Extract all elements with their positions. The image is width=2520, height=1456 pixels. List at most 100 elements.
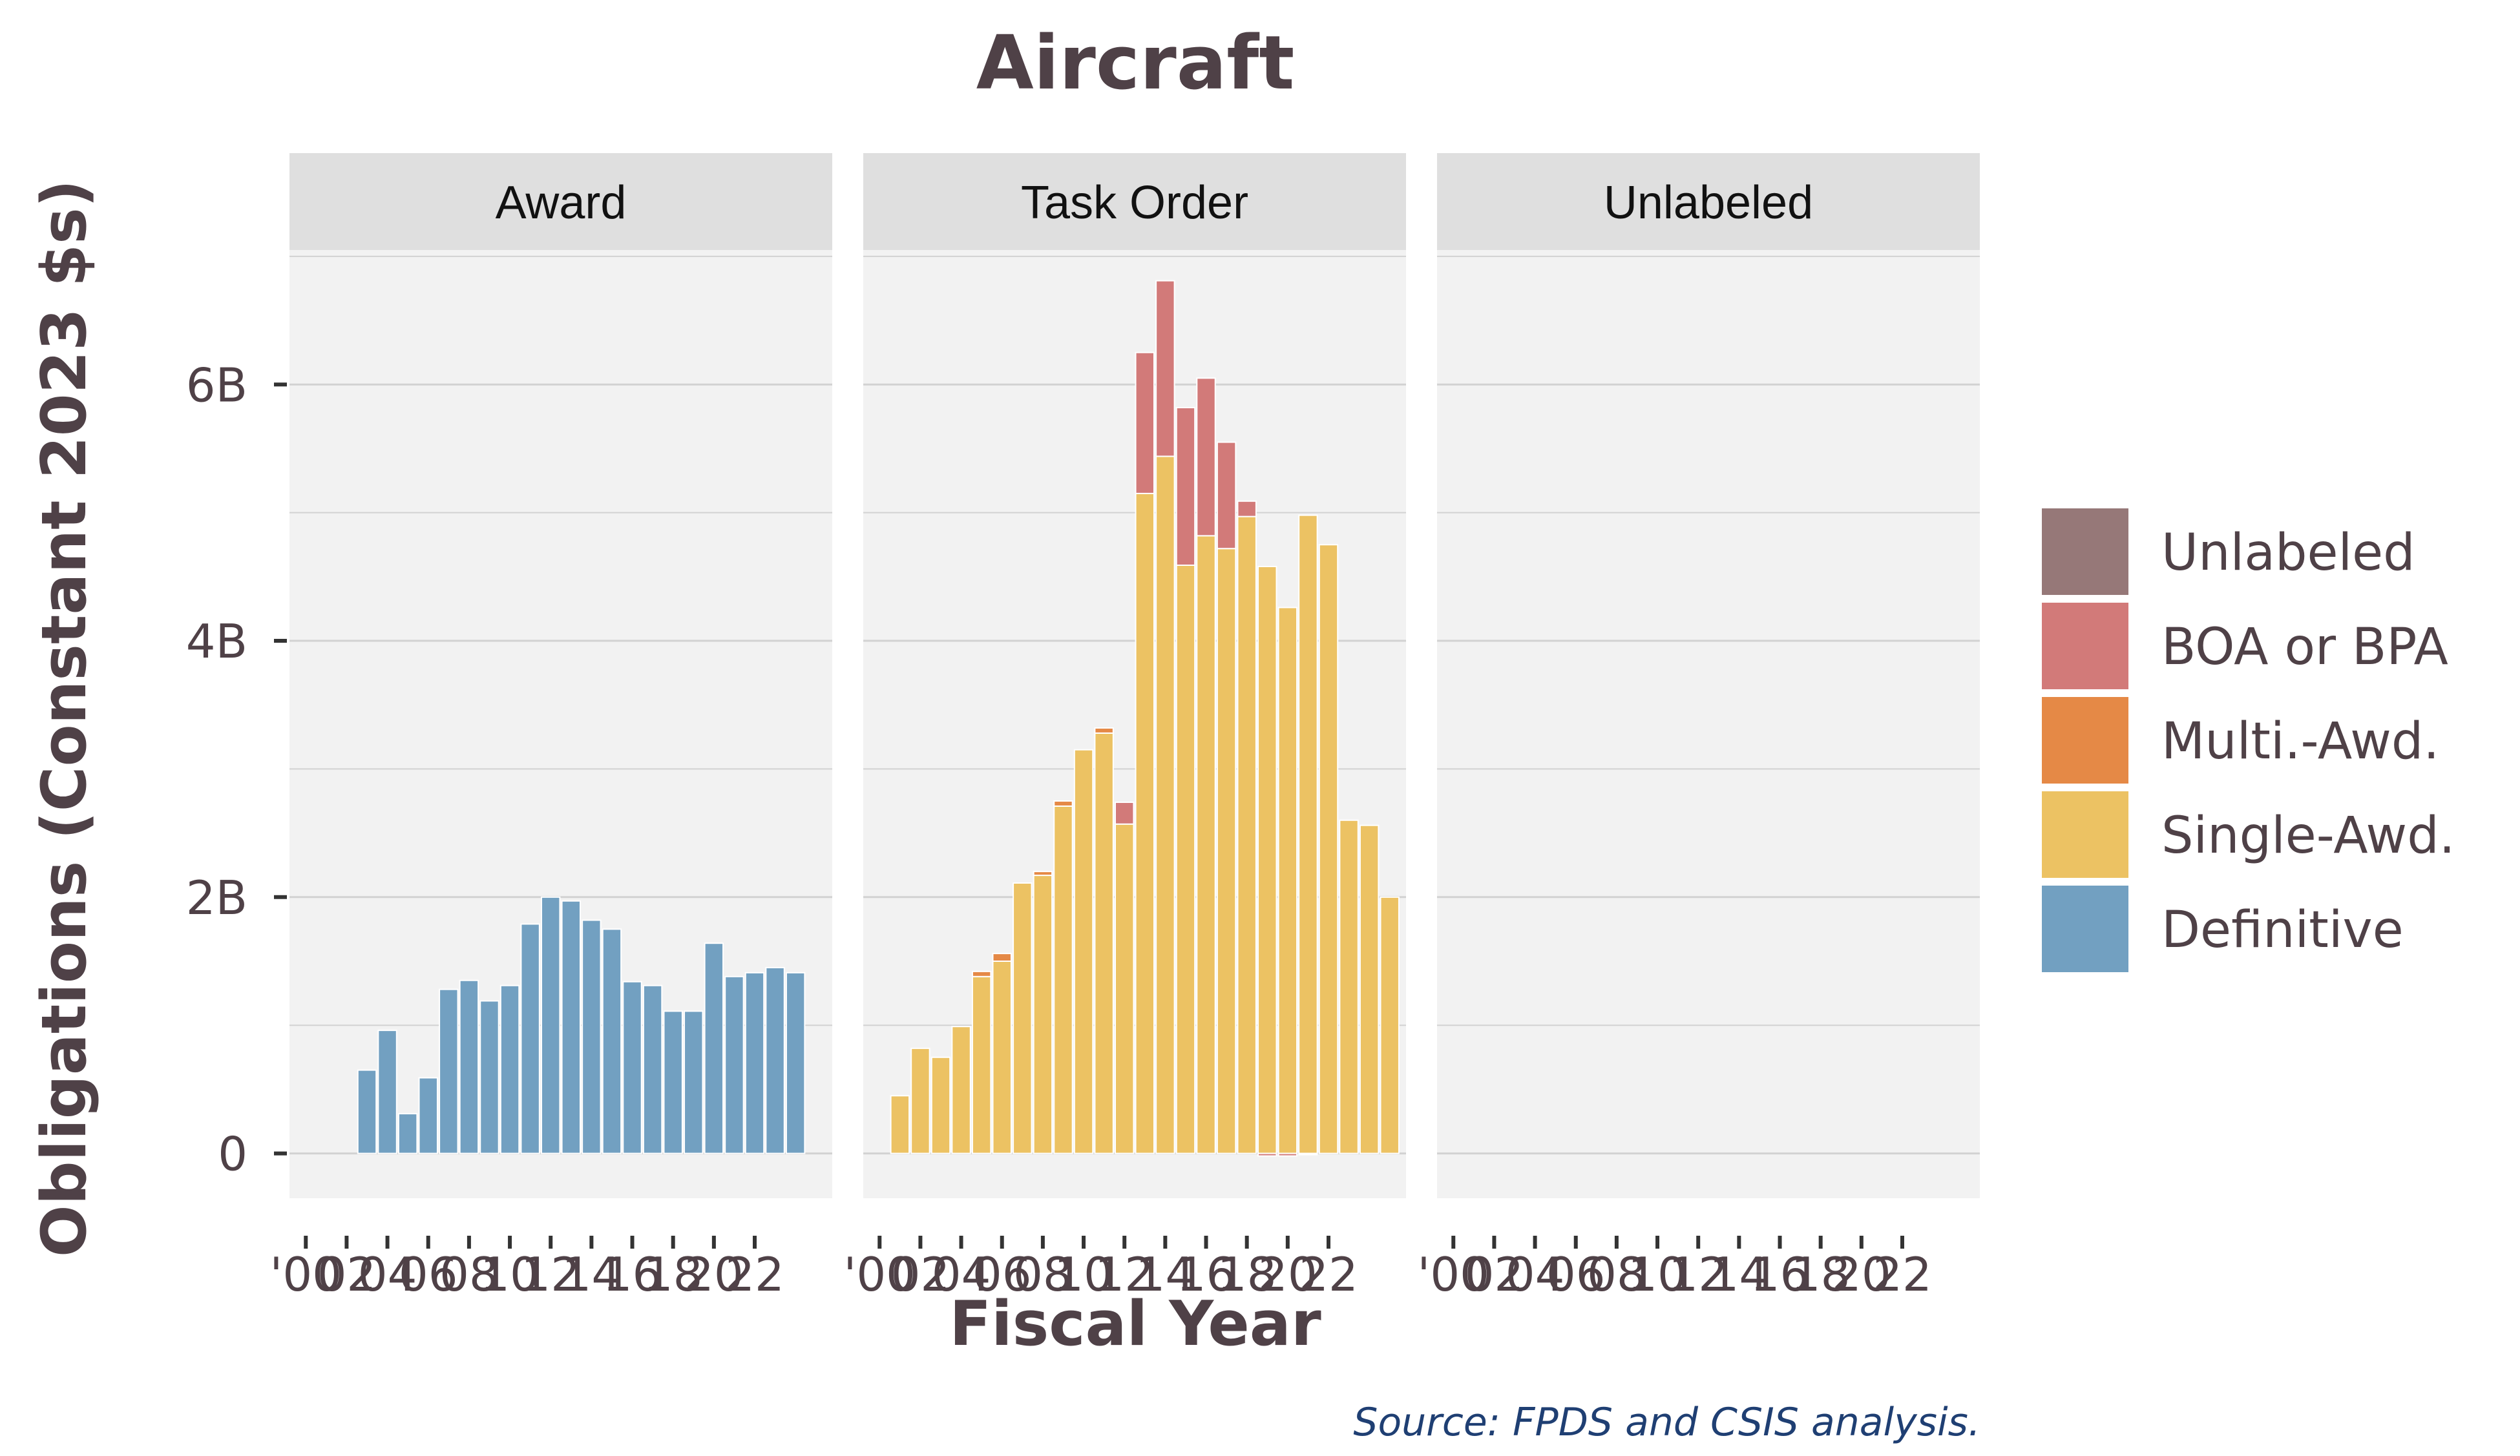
facet-strip [289,153,832,250]
bar-single-awd-7 [1013,882,1033,1154]
bar-definitive-6 [418,1077,438,1154]
y-tick-label: 0 [218,1127,247,1181]
bar-definitive-11 [520,923,540,1154]
bar-single-awd-15 [1175,565,1196,1154]
legend-key-single-awd [2039,789,2131,880]
legend-key-definitive [2039,883,2131,975]
bar-boa-or-bpa-12 [1115,802,1135,825]
bar-single-awd-8 [1033,875,1053,1154]
facet-strip-label: Task Order [1021,177,1248,229]
bar-single-awd-4 [951,1026,971,1154]
bar-single-awd-17 [1216,548,1237,1154]
x-tick-label: 08 [1013,1247,1073,1302]
bar-single-awd-10 [1073,749,1094,1154]
x-tick-label: 18 [644,1247,703,1302]
bar-single-awd-5 [971,975,992,1154]
x-tick-label: 16 [1750,1247,1810,1302]
bar-single-awd-6 [992,961,1012,1154]
bar-single-awd-23 [1339,819,1359,1154]
bar-single-awd-9 [1053,805,1073,1154]
x-tick-label: 14 [1136,1247,1195,1302]
x-tick-label: 12 [1668,1247,1728,1302]
x-tick-label: 02 [891,1247,950,1302]
legend-key-multi-awd [2039,694,2131,786]
panel-background [1437,250,1980,1198]
chart-caption: Source: FPDS and CSIS analysis. [1353,1400,1980,1445]
bar-single-awd-24 [1359,824,1380,1154]
bar-definitive-20 [704,942,724,1154]
bar-definitive-17 [642,984,663,1154]
bar-definitive-3 [357,1069,377,1154]
bar-multi-awd-9 [1053,800,1073,807]
legend-label: BOA or BPA [2161,618,2448,676]
bar-single-awd-2 [910,1047,930,1154]
bar-boa-or-bpa-20 [1277,1152,1298,1157]
x-tick-label: 08 [1587,1247,1646,1302]
bar-definitive-15 [602,928,622,1154]
bar-single-awd-18 [1237,515,1257,1154]
legend-label: Unlabeled [2161,524,2415,582]
x-tick-label: '00 [844,1247,916,1302]
x-tick-label: 04 [1506,1247,1565,1302]
x-tick-label: 06 [1546,1247,1606,1302]
x-tick-label: 18 [1791,1247,1851,1302]
x-tick-label: 22 [1873,1247,1932,1302]
legend-key-unlabeled [2039,506,2131,598]
x-axis-title: Fiscal Year [949,1289,1321,1360]
facet-strip [863,153,1406,250]
legend: Unlabeled BOA or BPA Multi.-Awd. Single-Awd… [2039,506,2455,975]
bar-boa-or-bpa-14 [1155,280,1175,457]
x-tick-label: 08 [439,1247,499,1302]
y-axis-title: Obligations (Constant 2023 $s) [29,180,100,1257]
x-tick-label: 14 [562,1247,622,1302]
x-tick-label: 02 [1465,1247,1524,1302]
x-tick-label: 04 [358,1247,417,1302]
bar-multi-awd-8 [1033,871,1053,877]
bar-single-awd-21 [1298,514,1318,1154]
bar-definitive-12 [541,896,561,1154]
x-tick-label: 22 [725,1247,784,1302]
bar-boa-or-bpa-18 [1237,500,1257,517]
bar-single-awd-25 [1380,896,1400,1154]
bar-single-awd-11 [1094,732,1114,1154]
x-tick-label: 16 [1177,1247,1236,1302]
x-tick-label: 06 [399,1247,458,1302]
x-tick-label: '00 [1418,1247,1489,1302]
x-tick-label: 02 [317,1247,377,1302]
bar-boa-or-bpa-13 [1135,351,1155,494]
x-tick-label: '00 [270,1247,342,1302]
bar-single-awd-20 [1277,607,1298,1154]
x-tick-label: 20 [1832,1247,1891,1302]
legend-label: Single-Awd. [2161,807,2455,865]
x-tick-label: 06 [972,1247,1032,1302]
legend-key-boa-or-bpa [2039,600,2131,692]
x-tick-label: 10 [1628,1247,1687,1302]
bar-single-awd-1 [890,1095,910,1154]
bar-definitive-5 [397,1113,418,1154]
bar-single-awd-3 [930,1056,951,1154]
x-tick-label: 14 [1710,1247,1769,1302]
x-tick-label: 16 [603,1247,662,1302]
bar-definitive-8 [459,979,479,1154]
bar-single-awd-22 [1318,544,1339,1154]
x-tick-label: 10 [1054,1247,1113,1302]
x-tick-label: 20 [1258,1247,1318,1302]
bar-definitive-19 [684,1010,704,1154]
x-tick-label: 12 [1095,1247,1154,1302]
bar-single-awd-12 [1115,823,1135,1154]
bar-single-awd-16 [1196,535,1216,1154]
bar-boa-or-bpa-21 [1298,1152,1318,1156]
x-tick-label: 12 [521,1247,580,1302]
facet-strip-label: Unlabeled [1604,177,1813,229]
chart-title: Aircraft [976,20,1295,107]
x-tick-label: 18 [1217,1247,1277,1302]
bar-definitive-21 [724,975,744,1154]
bars [890,280,1400,1157]
facet-strip-label: Award [496,177,627,229]
x-tick-label: 22 [1299,1247,1358,1302]
bar-multi-awd-5 [971,970,992,977]
